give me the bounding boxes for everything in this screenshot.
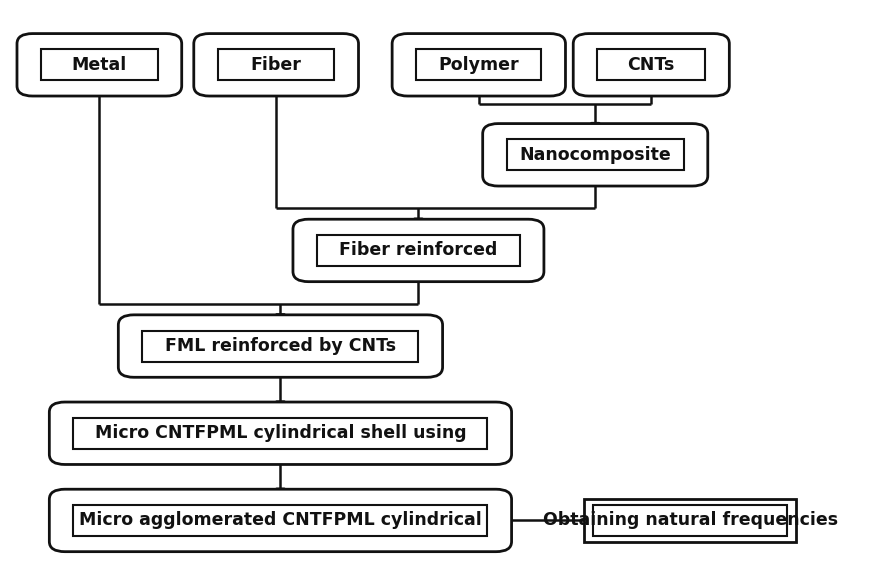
Text: Fiber reinforced: Fiber reinforced xyxy=(340,242,497,259)
FancyBboxPatch shape xyxy=(194,34,358,96)
Text: Obtaining natural frequencies: Obtaining natural frequencies xyxy=(543,511,838,529)
Text: Fiber: Fiber xyxy=(251,56,302,74)
FancyBboxPatch shape xyxy=(17,34,181,96)
FancyBboxPatch shape xyxy=(483,123,708,186)
Text: FML reinforced by CNTs: FML reinforced by CNTs xyxy=(165,337,396,355)
FancyBboxPatch shape xyxy=(49,402,511,464)
FancyBboxPatch shape xyxy=(584,499,796,541)
FancyBboxPatch shape xyxy=(573,34,730,96)
Text: Polymer: Polymer xyxy=(438,56,519,74)
FancyBboxPatch shape xyxy=(293,219,544,282)
Text: Micro CNTFPML cylindrical shell using: Micro CNTFPML cylindrical shell using xyxy=(95,424,466,442)
Text: Metal: Metal xyxy=(72,56,127,74)
FancyBboxPatch shape xyxy=(392,34,566,96)
FancyBboxPatch shape xyxy=(118,315,443,377)
Text: Micro agglomerated CNTFPML cylindrical: Micro agglomerated CNTFPML cylindrical xyxy=(79,511,482,529)
Text: Nanocomposite: Nanocomposite xyxy=(519,146,671,164)
FancyBboxPatch shape xyxy=(49,489,511,552)
Text: CNTs: CNTs xyxy=(627,56,675,74)
